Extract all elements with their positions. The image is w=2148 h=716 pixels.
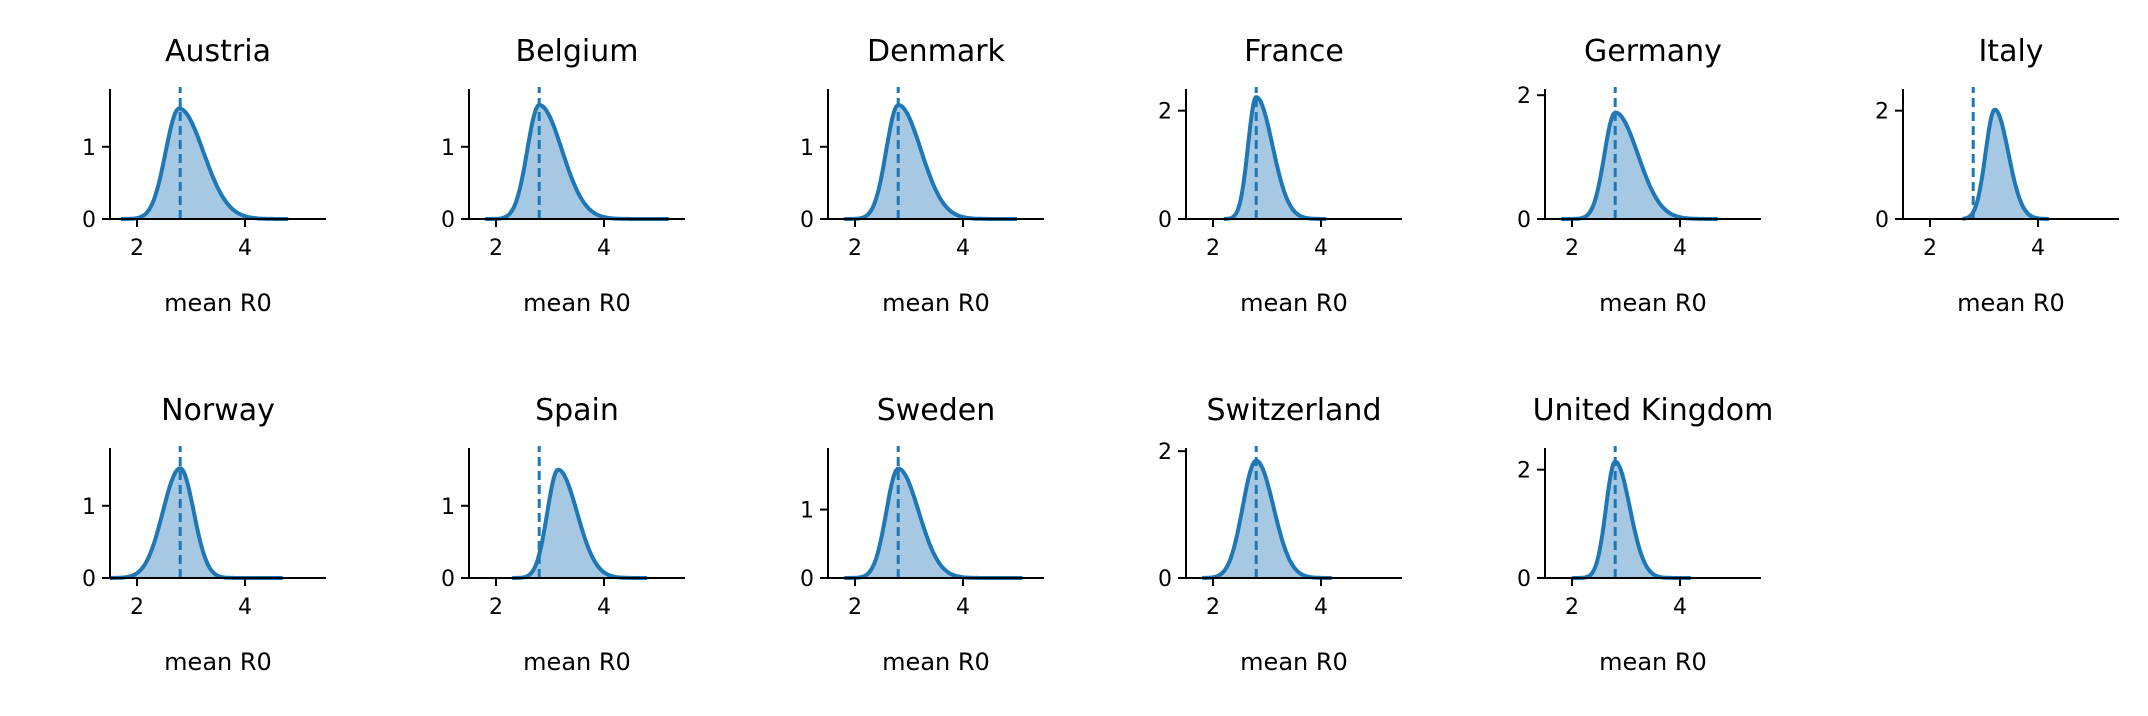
x-tick-label: 2	[489, 595, 503, 620]
y-tick-label: 2	[1517, 84, 1531, 109]
panel-title: Norway	[161, 393, 275, 428]
y-tick-label: 0	[1158, 567, 1172, 592]
panel-title: United Kingdom	[1533, 393, 1774, 428]
y-tick-label: 1	[800, 499, 814, 524]
y-tick-label: 0	[441, 208, 455, 233]
x-tick-label: 2	[1206, 595, 1220, 620]
y-tick-label: 2	[1517, 459, 1531, 484]
x-tick-label: 4	[238, 595, 252, 620]
x-axis-label: mean R0	[1240, 289, 1348, 317]
panel-title: Denmark	[867, 34, 1006, 69]
x-tick-label: 2	[848, 236, 862, 261]
y-tick-label: 2	[1158, 440, 1172, 465]
x-tick-label: 4	[1314, 236, 1328, 261]
y-tick-label: 0	[1517, 208, 1531, 233]
panel-title: Belgium	[516, 34, 639, 69]
x-axis-label: mean R0	[882, 289, 990, 317]
panel-title: Germany	[1584, 34, 1722, 69]
y-tick-label: 0	[800, 567, 814, 592]
panel-title: Sweden	[877, 393, 996, 428]
x-tick-label: 2	[848, 595, 862, 620]
panel-sweden: 0 1 2 4 mean R0 Sweden	[800, 393, 1044, 676]
panel-switzerland: 0 2 2 4 mean R0 Switzerland	[1158, 393, 1402, 676]
x-axis-label: mean R0	[1599, 648, 1707, 676]
x-tick-label: 2	[1206, 236, 1220, 261]
panel-austria: 0 1 2 4 mean R0 Austria	[82, 34, 326, 317]
panel-united-kingdom: 0 2 2 4 mean R0 United Kingdom	[1517, 393, 1773, 676]
panel-france: 0 2 2 4 mean R0 France	[1158, 34, 1402, 317]
density-fill	[1962, 109, 2049, 219]
x-axis-label: mean R0	[523, 289, 631, 317]
panel-title: Switzerland	[1207, 393, 1382, 428]
x-axis-label: mean R0	[164, 289, 272, 317]
y-tick-label: 0	[1875, 208, 1889, 233]
y-tick-label: 0	[82, 208, 96, 233]
y-tick-label: 2	[1875, 100, 1889, 125]
panel-title: Spain	[535, 393, 619, 428]
x-axis-label: mean R0	[1599, 289, 1707, 317]
density-fill	[120, 108, 289, 219]
y-tick-label: 0	[800, 208, 814, 233]
density-curve	[1961, 107, 2050, 221]
x-axis-label: mean R0	[1957, 289, 2065, 317]
x-tick-label: 4	[1673, 236, 1687, 261]
x-tick-label: 4	[956, 236, 970, 261]
x-axis-label: mean R0	[1240, 648, 1348, 676]
x-tick-label: 4	[597, 595, 611, 620]
x-tick-label: 4	[238, 236, 252, 261]
panel-denmark: 0 1 2 4 mean R0 Denmark	[800, 34, 1044, 317]
x-tick-label: 2	[130, 236, 144, 261]
panel-italy: 0 2 2 4 mean R0 Italy	[1875, 34, 2119, 317]
density-fill	[485, 105, 669, 219]
y-tick-label: 0	[1517, 567, 1531, 592]
x-tick-label: 2	[130, 595, 144, 620]
x-tick-label: 4	[597, 236, 611, 261]
density-fill	[1561, 112, 1718, 219]
y-tick-label: 0	[1158, 208, 1172, 233]
x-tick-label: 4	[1673, 595, 1687, 620]
x-tick-label: 4	[2031, 236, 2045, 261]
density-fill	[844, 104, 1017, 219]
x-tick-label: 2	[1565, 236, 1579, 261]
panel-spain: 0 1 2 4 mean R0 Spain	[441, 393, 685, 676]
density-fill	[844, 468, 1023, 578]
panel-title: Austria	[165, 34, 271, 69]
panel-belgium: 0 1 2 4 mean R0 Belgium	[441, 34, 685, 317]
x-tick-label: 2	[1565, 595, 1579, 620]
x-tick-label: 4	[956, 595, 970, 620]
panel-title: France	[1244, 34, 1344, 69]
y-tick-label: 1	[82, 136, 96, 161]
x-tick-label: 2	[489, 236, 503, 261]
y-tick-label: 1	[800, 136, 814, 161]
panel-title: Italy	[1978, 34, 2043, 69]
x-tick-label: 2	[1923, 236, 1937, 261]
panel-germany: 0 2 2 4 mean R0 Germany	[1517, 34, 1761, 317]
x-axis-label: mean R0	[164, 648, 272, 676]
x-axis-label: mean R0	[523, 648, 631, 676]
y-tick-label: 1	[441, 495, 455, 520]
y-tick-label: 1	[441, 136, 455, 161]
y-tick-label: 0	[441, 567, 455, 592]
y-tick-label: 2	[1158, 100, 1172, 125]
x-tick-label: 4	[1314, 595, 1328, 620]
x-axis-label: mean R0	[882, 648, 990, 676]
panel-norway: 0 1 2 4 mean R0 Norway	[82, 393, 326, 676]
y-tick-label: 1	[82, 495, 96, 520]
y-tick-label: 0	[82, 567, 96, 592]
